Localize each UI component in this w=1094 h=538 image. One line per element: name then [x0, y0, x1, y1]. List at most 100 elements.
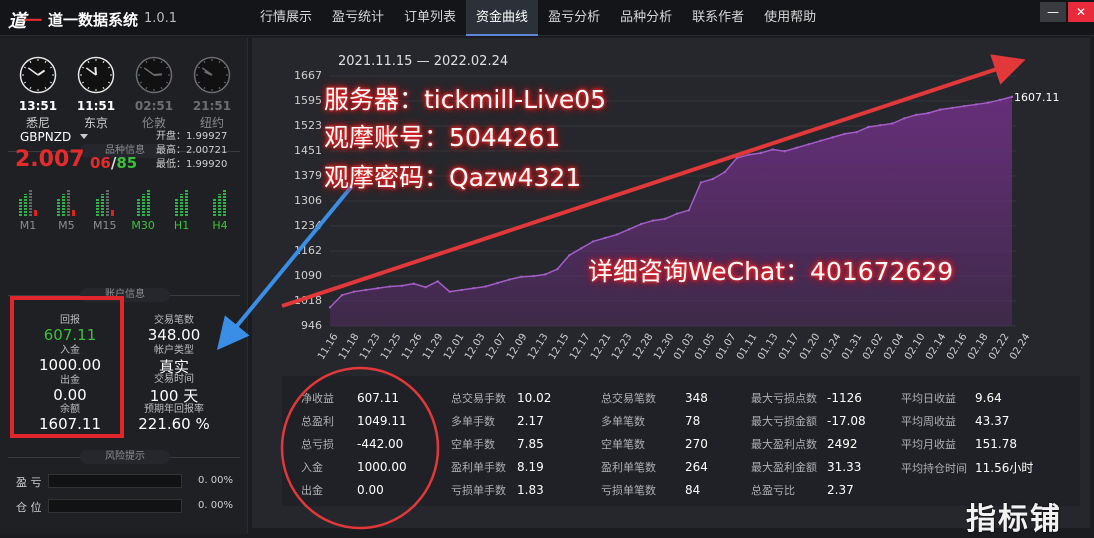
equity-point — [699, 181, 703, 184]
price-fraction: 06/85 — [90, 154, 138, 172]
stats-panel — [282, 376, 1080, 506]
clock-city: 东京 — [83, 116, 108, 130]
equity-point — [412, 282, 415, 285]
title-bar: 道一 道一数据系统 1.0.1 行情展示 盈亏统计 订单列表 资金曲线 盈亏分析 品种分析… — [0, 0, 1094, 36]
trade-time-stat: 交易时间 100 天 — [149, 374, 199, 405]
signal-bar — [146, 190, 150, 216]
stat-label: 最大亏损金额 — [751, 415, 817, 428]
equity-point — [723, 170, 727, 174]
stat-item: 平均日收益 9.64 — [901, 390, 1002, 406]
timeframe-h4[interactable]: H4 — [206, 186, 234, 232]
minimize-button[interactable]: — — [1040, 2, 1066, 22]
signal-bar — [180, 194, 184, 216]
equity-point — [568, 254, 571, 257]
stat-value: 0.00 — [357, 483, 384, 497]
equity-point — [556, 267, 559, 271]
stat-label: 亏损单笔数 — [601, 484, 656, 497]
menu-item-1[interactable]: 盈亏统计 — [332, 10, 385, 25]
equity-point — [520, 275, 523, 278]
equity-point — [663, 217, 667, 221]
y-tick-label: 1595 — [294, 94, 322, 107]
equity-point — [998, 98, 1002, 102]
overlay-account: 观摩账号：5044261 — [324, 123, 561, 152]
equity-point — [675, 212, 679, 215]
menu-item-6[interactable]: 联系作者 — [692, 10, 745, 25]
signal-marker — [34, 210, 37, 216]
risk-pnl-bar — [48, 474, 182, 488]
signal-bar — [62, 194, 66, 216]
stat-item: 最大盈利金额 31.33 — [751, 459, 861, 475]
signal-bar — [185, 190, 189, 216]
menu-item-3[interactable]: 资金曲线 — [466, 0, 539, 36]
equity-point — [855, 130, 858, 134]
clock-2: 02:51 伦敦 — [134, 56, 174, 156]
ohlc-info: 开盘：1.99927 最高：2.00721 最低：1.99920 — [156, 130, 227, 172]
red-circle — [280, 366, 440, 530]
overlay-server: 服务器：tickmill-Live05 — [324, 85, 607, 114]
equity-point — [867, 125, 870, 129]
equity-point — [424, 285, 427, 289]
signal-marker — [110, 210, 114, 216]
menu-item-2[interactable]: 订单列表 — [404, 10, 457, 25]
clock-city: 悉尼 — [25, 116, 50, 130]
blue-arrow — [216, 184, 354, 351]
balance-stat: 余额 1607.11 — [38, 404, 102, 433]
timeframe-m1[interactable]: M1 — [14, 186, 42, 232]
clock-1: 11:51 东京 — [76, 56, 116, 156]
watermark: 指标铺 — [966, 502, 1062, 537]
stat-value: 270 — [685, 437, 708, 451]
equity-point — [939, 108, 942, 111]
clock-0: 13:51 悉尼 — [18, 56, 58, 156]
equity-point — [603, 236, 607, 240]
chevron-down-icon[interactable] — [80, 134, 88, 139]
stat-value: 31.33 — [827, 460, 862, 474]
equity-point — [903, 117, 906, 120]
signal-bar — [213, 198, 217, 216]
equity-point — [950, 106, 954, 110]
timeframe-m30[interactable]: M30 — [129, 186, 157, 232]
close-button[interactable]: ✕ — [1068, 2, 1094, 22]
stat-item: 多单手数 2.17 — [451, 413, 544, 429]
overlay-contact: 详细咨询WeChat：401672629 — [588, 257, 954, 286]
stat-item: 亏损单笔数 84 — [601, 482, 700, 498]
y-tick-label: 1018 — [294, 294, 322, 307]
timeframe-m15[interactable]: M15 — [91, 186, 119, 232]
y-tick-label: 1523 — [294, 119, 322, 132]
stat-label: 总亏损 — [301, 438, 334, 451]
timeframe-h1[interactable]: H1 — [168, 186, 196, 232]
y-tick-label: 1090 — [294, 269, 322, 282]
stat-value: -1126 — [827, 391, 862, 405]
signal-bar — [141, 194, 145, 216]
stat-label: 亏损单手数 — [451, 484, 506, 497]
stat-label: 最大亏损点数 — [751, 392, 817, 405]
stat-value: 84 — [685, 483, 701, 497]
app-version: 1.0.1 — [144, 11, 178, 26]
equity-point — [615, 233, 619, 236]
equity-point — [687, 208, 691, 212]
equity-point — [735, 156, 739, 160]
account-type-stat: 帐户类型 真实 — [154, 345, 194, 376]
clock-city: 伦敦 — [141, 116, 166, 130]
equity-point — [651, 219, 655, 222]
signal-bar — [29, 190, 32, 216]
red-arrow — [281, 54, 1026, 308]
stat-value: 1.83 — [517, 483, 544, 497]
menu-item-7[interactable]: 使用帮助 — [764, 10, 817, 25]
stat-value: 1049.11 — [357, 414, 407, 428]
stat-label: 平均日收益 — [901, 392, 956, 405]
equity-point — [508, 278, 511, 281]
menu-item-4[interactable]: 盈亏分析 — [548, 10, 601, 25]
menu-item-0[interactable]: 行情展示 — [260, 10, 313, 25]
clock-face-icon — [135, 56, 173, 94]
equity-point — [460, 288, 463, 292]
stat-label: 盈利单手数 — [451, 461, 506, 474]
timeframe-label: M5 — [58, 219, 75, 232]
signal-bar — [100, 194, 104, 216]
stat-label: 盈利单笔数 — [601, 461, 656, 474]
symbol-name[interactable]: GBPNZD — [20, 130, 72, 144]
equity-point — [819, 139, 822, 143]
menu-item-5[interactable]: 品种分析 — [620, 10, 673, 25]
timeframe-label: H4 — [212, 219, 228, 232]
equity-point — [580, 247, 583, 250]
timeframe-m5[interactable]: M5 — [52, 186, 80, 232]
